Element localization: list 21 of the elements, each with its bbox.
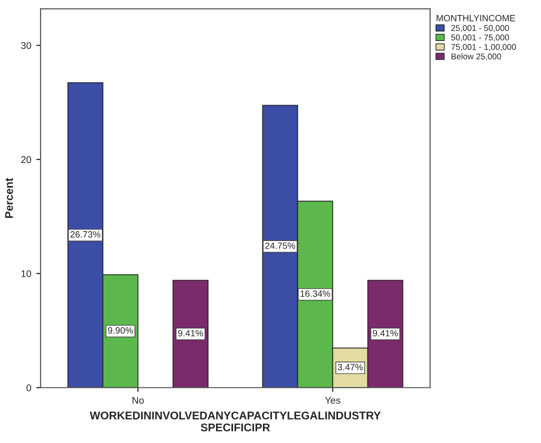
legend-label: 25,001 - 50,000 [451, 25, 509, 32]
legend-label: Below 25,000 [452, 53, 502, 60]
data-label: 9.90% [108, 327, 133, 334]
data-label: 9.41% [178, 330, 204, 336]
y-tick-label: 30 [21, 42, 32, 49]
legend-title: MONTHLYINCOME [436, 14, 516, 22]
data-label: 9.41% [372, 330, 398, 336]
y-tick-label: 0 [26, 384, 32, 392]
y-axis-title: Percent [5, 178, 13, 218]
y-tick-label: 20 [21, 156, 32, 164]
legend-label: 50,001 - 75,000 [451, 34, 509, 42]
data-label: 16.34% [300, 290, 330, 297]
x-tick-label: Yes [324, 397, 340, 404]
y-tick-label: 10 [21, 270, 32, 278]
data-label: 24.75% [265, 242, 296, 249]
data-label: 3.47% [338, 364, 363, 370]
x-axis-title: WORKEDININVOLVEDANYCAPACITYLEGALINDUSTRY SPECIFICIPR [90, 412, 381, 432]
data-label: 26.73% [70, 231, 100, 238]
legend-label: 75,001 - 1,00,000 [451, 44, 516, 51]
x-tick-label: No [132, 397, 144, 404]
bar [172, 280, 208, 388]
